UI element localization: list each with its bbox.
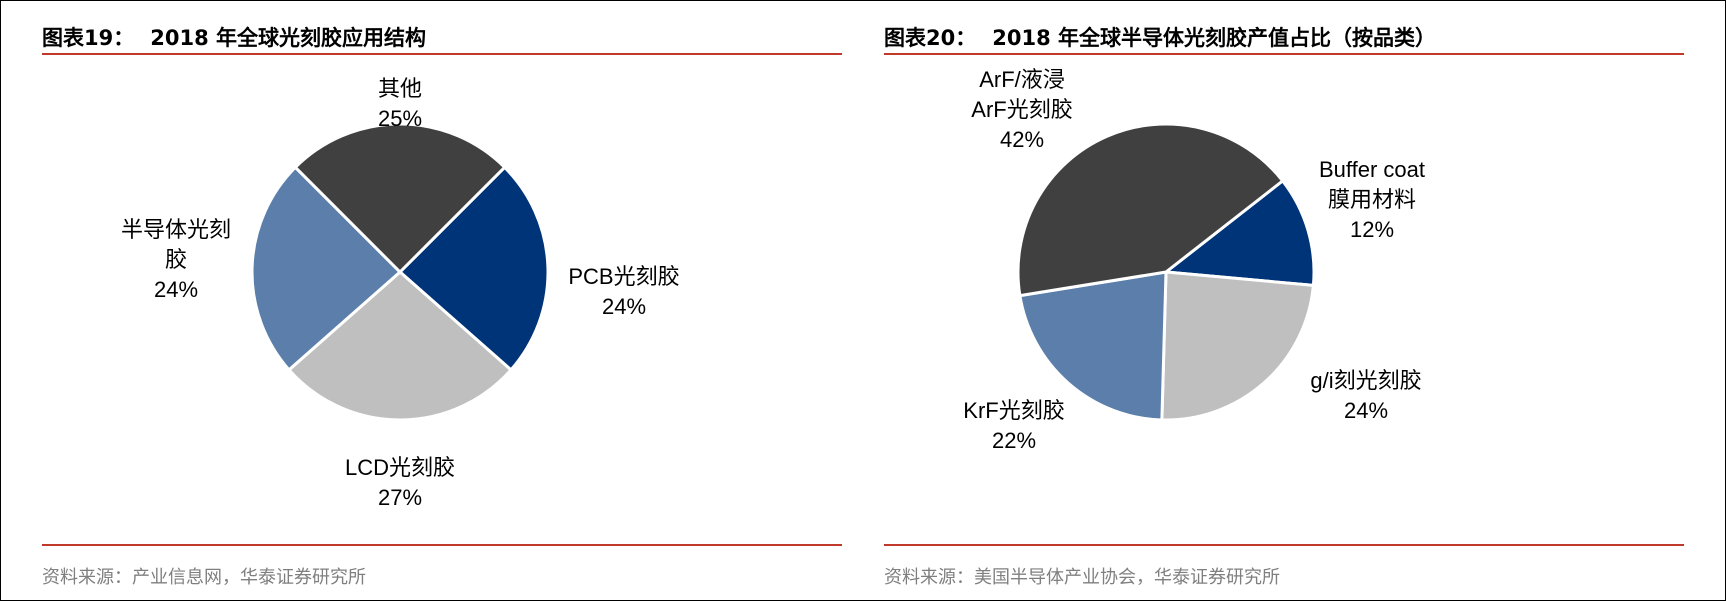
chart-title-fig19: 图表19： 2018 年全球光刻胶应用结构 bbox=[42, 22, 426, 52]
pie-slice bbox=[1160, 270, 1315, 422]
slice-label-line: 其他 bbox=[378, 76, 422, 101]
pie-slice bbox=[287, 270, 513, 422]
slice-label: g/i刻光刻胶 24% bbox=[1310, 368, 1421, 423]
slice-label: PCB光刻胶 24% bbox=[568, 264, 679, 319]
slice-label-line: Buffer coat bbox=[1319, 157, 1425, 182]
pie-slice bbox=[1164, 179, 1316, 287]
slice-label-line: 膜用材料 bbox=[1328, 187, 1416, 212]
pie-slice bbox=[398, 165, 550, 372]
slice-label: LCD光刻胶 27% bbox=[345, 455, 455, 510]
slice-label-line: 25% bbox=[378, 106, 422, 131]
figure-title: 2018 年全球半导体光刻胶产值占比（按品类） bbox=[992, 26, 1436, 50]
slice-label-line: ArF/液浸 bbox=[979, 67, 1065, 92]
pie-slice bbox=[1018, 270, 1168, 422]
slice-label-line: 27% bbox=[378, 485, 422, 510]
panel-fig20: 图表20： 2018 年全球半导体光刻胶产值占比（按品类） Buffer coat… bbox=[884, 0, 1684, 601]
slice-label-line: g/i刻光刻胶 bbox=[1310, 368, 1421, 393]
slice-label-line: 24% bbox=[1344, 398, 1388, 423]
slice-label-line: PCB光刻胶 bbox=[568, 264, 679, 289]
slice-label: Buffer coat 膜用材料 12% bbox=[1319, 157, 1425, 242]
slice-label-line: 42% bbox=[1000, 127, 1044, 152]
source-rule bbox=[42, 544, 842, 546]
figure-title: 2018 年全球光刻胶应用结构 bbox=[150, 26, 426, 50]
title-rule bbox=[884, 53, 1684, 55]
slice-label: 其他 25% bbox=[378, 76, 422, 131]
panel-fig19: 图表19： 2018 年全球光刻胶应用结构 PCB光刻胶 24% LCD光刻胶 27% 半… bbox=[42, 0, 842, 601]
slice-label-line: 24% bbox=[602, 294, 646, 319]
slice-label: 半导体光刻胶 24% bbox=[121, 217, 231, 302]
pie-slice bbox=[293, 122, 507, 274]
slice-label-line: 半导体光刻 bbox=[121, 217, 231, 242]
slice-label-line: LCD光刻胶 bbox=[345, 455, 455, 480]
slice-label-line: 胶 bbox=[165, 247, 187, 272]
slice-label-line: 22% bbox=[992, 428, 1036, 453]
pie-slice bbox=[250, 165, 402, 372]
source-note: 资料来源：产业信息网，华泰证券研究所 bbox=[42, 567, 366, 588]
pie-chart-fig19: PCB光刻胶 24% LCD光刻胶 27% 半导体光刻胶 24% 其他 25% bbox=[121, 76, 680, 510]
title-rule bbox=[42, 53, 842, 55]
figure-number: 图表19： bbox=[42, 26, 135, 50]
slice-label: ArF/液浸 ArF光刻胶 42% bbox=[971, 67, 1072, 152]
slice-label-line: ArF光刻胶 bbox=[971, 97, 1072, 122]
slice-label-line: KrF光刻胶 bbox=[963, 398, 1064, 423]
source-note: 资料来源：美国半导体产业协会，华泰证券研究所 bbox=[884, 567, 1280, 588]
figure-number: 图表20： bbox=[884, 26, 977, 50]
chart-title-fig20: 图表20： 2018 年全球半导体光刻胶产值占比（按品类） bbox=[884, 22, 1436, 52]
slice-label-line: 24% bbox=[154, 277, 198, 302]
pie-chart-fig20: Buffer coat 膜用材料 12% g/i刻光刻胶 24% KrF光刻胶 22% ArF… bbox=[963, 67, 1425, 453]
source-rule bbox=[884, 544, 1684, 546]
slice-label: KrF光刻胶 22% bbox=[963, 398, 1064, 453]
pie-slice bbox=[1016, 122, 1285, 298]
slice-label-line: 12% bbox=[1350, 217, 1394, 242]
